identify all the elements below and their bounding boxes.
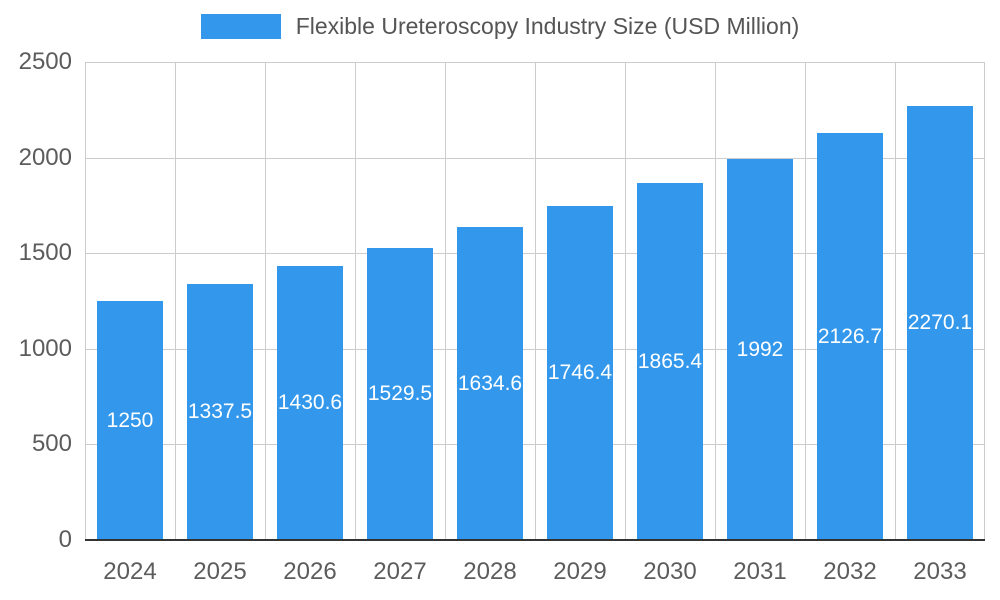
h-gridline bbox=[85, 62, 985, 63]
bar-2025[interactable]: 1337.5 bbox=[187, 284, 253, 540]
x-axis-label: 2033 bbox=[913, 558, 967, 585]
bar-value-label: 1250 bbox=[106, 408, 154, 432]
bar-value-label: 1529.5 bbox=[367, 381, 433, 405]
bar-2026[interactable]: 1430.6 bbox=[277, 266, 343, 540]
v-gridline bbox=[895, 62, 896, 540]
bar-value-label: 1430.6 bbox=[277, 391, 343, 415]
x-axis-label: 2027 bbox=[373, 558, 427, 585]
bar-value-label: 2126.7 bbox=[817, 324, 883, 348]
v-gridline bbox=[535, 62, 536, 540]
bar-value-label: 1634.6 bbox=[457, 371, 523, 395]
legend-series-label: Flexible Ureteroscopy Industry Size (USD… bbox=[295, 13, 800, 39]
y-axis-label: 1500 bbox=[18, 239, 72, 267]
x-axis-label: 2025 bbox=[193, 558, 247, 585]
chart-legend: Flexible Ureteroscopy Industry Size (USD… bbox=[0, 13, 1000, 40]
v-gridline bbox=[715, 62, 716, 540]
y-axis-label: 500 bbox=[31, 430, 72, 458]
bar-value-label: 1865.4 bbox=[637, 349, 703, 373]
x-axis-label: 2026 bbox=[283, 558, 337, 585]
v-gridline bbox=[175, 62, 176, 540]
h-gridline bbox=[85, 348, 985, 350]
bar-2033[interactable]: 2270.1 bbox=[907, 105, 973, 540]
x-axis-label: 2028 bbox=[463, 558, 517, 585]
v-gridline bbox=[625, 62, 626, 540]
bar-value-label: 1992 bbox=[736, 337, 784, 361]
h-gridline bbox=[85, 157, 985, 159]
bar-2024[interactable]: 1250 bbox=[97, 301, 163, 540]
v-gridline bbox=[355, 62, 356, 540]
bar-2032[interactable]: 2126.7 bbox=[817, 133, 883, 540]
bar-2031[interactable]: 1992 bbox=[727, 159, 793, 540]
y-axis-label: 1000 bbox=[18, 334, 72, 362]
v-gridline bbox=[85, 62, 86, 540]
h-gridline bbox=[85, 253, 985, 255]
x-axis-label: 2024 bbox=[103, 558, 157, 585]
bar-2028[interactable]: 1634.6 bbox=[457, 227, 523, 540]
v-gridline bbox=[805, 62, 806, 540]
v-gridline bbox=[984, 62, 985, 540]
y-axis-label: 0 bbox=[58, 526, 72, 553]
y-axis-label: 2500 bbox=[18, 48, 72, 75]
bar-2027[interactable]: 1529.5 bbox=[367, 247, 433, 540]
bar-value-label: 2270.1 bbox=[907, 310, 973, 334]
v-gridline bbox=[445, 62, 446, 540]
legend-swatch bbox=[200, 14, 281, 39]
bar-2029[interactable]: 1746.4 bbox=[547, 206, 613, 540]
bar-value-label: 1337.5 bbox=[187, 400, 253, 424]
h-gridline bbox=[85, 444, 985, 446]
x-axis-baseline bbox=[85, 539, 985, 541]
bar-value-label: 1746.4 bbox=[547, 361, 613, 385]
x-axis-label: 2031 bbox=[733, 558, 787, 585]
bar-2030[interactable]: 1865.4 bbox=[637, 183, 703, 540]
x-axis-label: 2032 bbox=[823, 558, 877, 585]
y-axis-label: 2000 bbox=[18, 143, 72, 171]
x-axis-label: 2029 bbox=[553, 558, 607, 585]
plot-area: 1250 1337.5 1430.6 1529.5 1634.6 1746.4 1865.4… bbox=[85, 62, 985, 541]
v-gridline bbox=[265, 62, 266, 540]
x-axis-label: 2030 bbox=[643, 558, 697, 585]
